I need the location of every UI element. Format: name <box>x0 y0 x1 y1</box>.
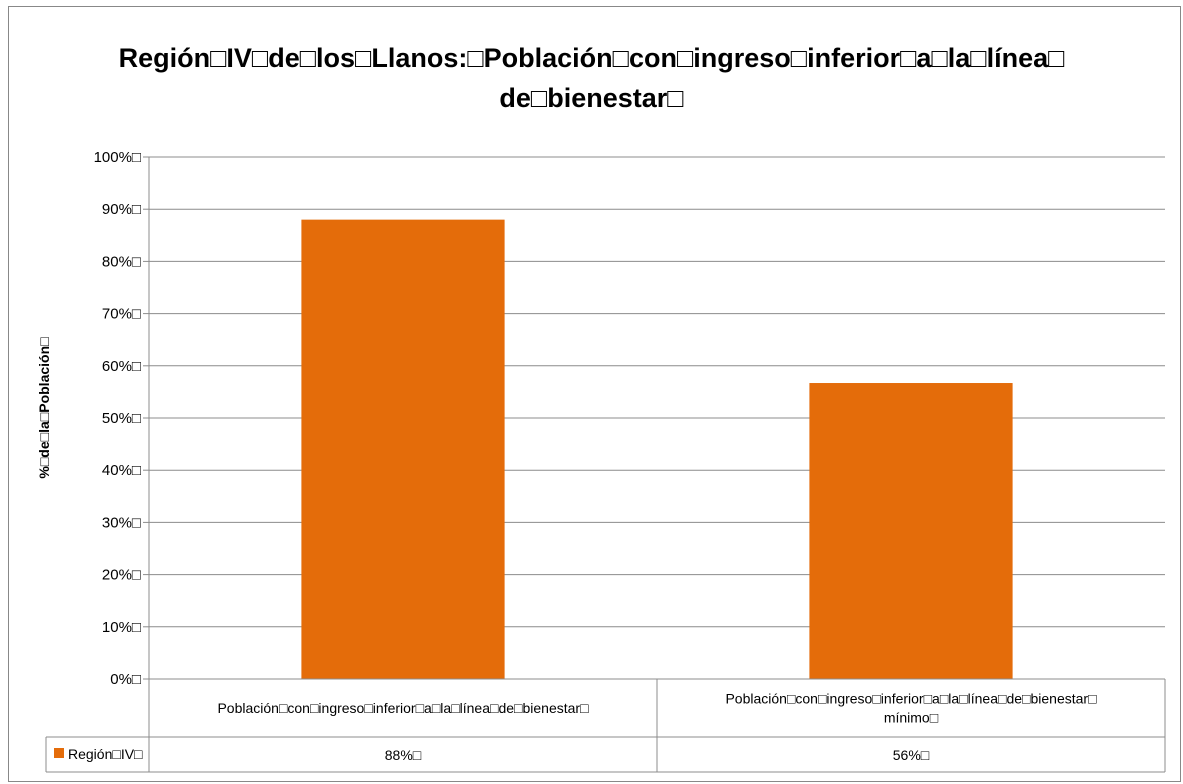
y-tick-label: 70%□ <box>102 306 141 323</box>
y-tick-label: 100%□ <box>94 149 141 166</box>
y-tick-label: 80%□ <box>102 253 141 270</box>
y-tick-label: 0%□ <box>110 671 141 688</box>
x-category-label: mínimo□ <box>884 710 939 726</box>
y-tick-label: 30%□ <box>102 514 141 531</box>
chart-title-line-2: de□bienestar□ <box>499 83 684 113</box>
y-tick-label: 90%□ <box>102 201 141 218</box>
x-category-label: Población□con□ingreso□inferior□a□la□líne… <box>217 700 589 716</box>
chart-title-line-1: Región□IV□de□los□Llanos:□Población□con□i… <box>118 43 1065 73</box>
data-table-value: 56%□ <box>893 747 930 763</box>
y-tick-label: 20%□ <box>102 567 141 584</box>
bar <box>809 383 1013 679</box>
legend-series-name: Región□IV□ <box>68 746 143 762</box>
x-category-label: Población□con□ingreso□inferior□a□la□líne… <box>725 691 1097 707</box>
y-tick-label: 50%□ <box>102 410 141 427</box>
y-tick-label: 40%□ <box>102 462 141 479</box>
y-tick-label: 10%□ <box>102 619 141 636</box>
chart-title: Región□IV□de□los□Llanos:□Población□con□i… <box>0 38 1183 118</box>
data-table-value: 88%□ <box>385 747 422 763</box>
y-tick-label: 60%□ <box>102 358 141 375</box>
legend-swatch <box>54 748 64 758</box>
bar <box>301 219 505 679</box>
